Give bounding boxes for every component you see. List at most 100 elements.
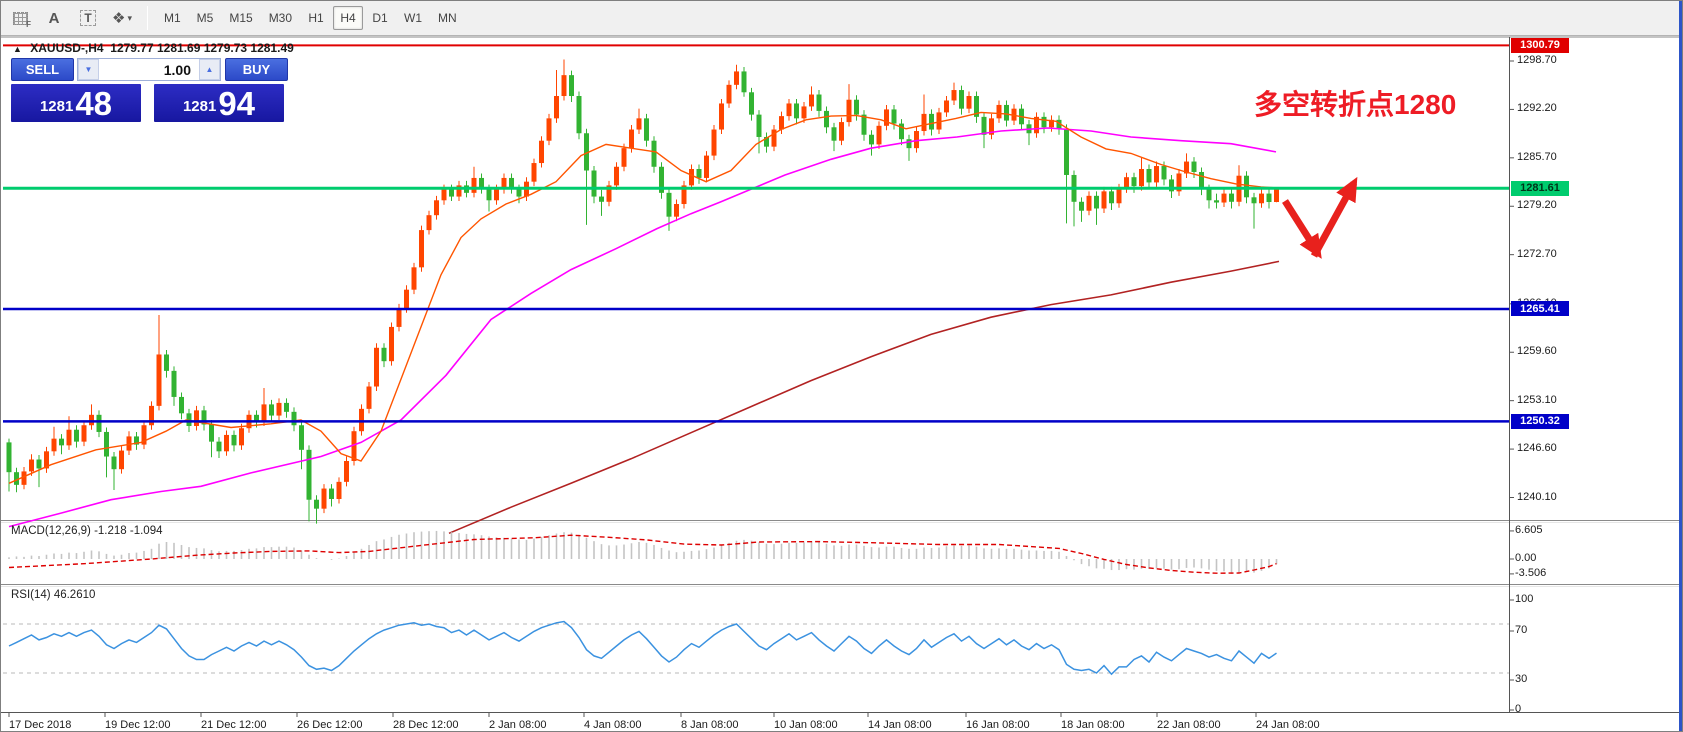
- candle-body: [666, 192, 672, 217]
- indicator-list-icon[interactable]: F: [5, 5, 35, 31]
- sell-button[interactable]: SELL: [11, 58, 74, 81]
- candle-body: [396, 308, 402, 327]
- candle-body: [501, 177, 507, 190]
- volume-decrease-button[interactable]: ▼: [78, 59, 99, 80]
- candle-body: [681, 185, 687, 205]
- candle-body: [21, 471, 27, 485]
- buy-price-main: 1281: [182, 98, 217, 115]
- candle-body: [996, 104, 1002, 119]
- candle-body: [344, 461, 349, 482]
- candle-body: [854, 99, 859, 115]
- timeframe-button-w1[interactable]: W1: [404, 11, 423, 25]
- timeframe-button-m15[interactable]: M15: [229, 11, 253, 25]
- rsi-axis-label: 70: [1515, 624, 1528, 636]
- candle-body: [741, 71, 747, 93]
- rsi-label: RSI(14) 46.2610: [11, 589, 96, 601]
- candle-body: [951, 90, 957, 101]
- candle-body: [171, 370, 177, 397]
- candle-body: [884, 109, 889, 126]
- candle-body: [726, 84, 732, 104]
- candle-body: [696, 169, 702, 178]
- candle-body: [419, 230, 424, 268]
- candle-body: [599, 196, 604, 202]
- candle-body: [486, 189, 492, 201]
- macd-axis-label: -3.506: [1515, 566, 1547, 579]
- candle-body: [1049, 119, 1054, 128]
- timeframe-button-m30[interactable]: M30: [268, 11, 293, 25]
- time-axis-label: 24 Jan 08:00: [1256, 719, 1320, 731]
- timeframe-button-d1[interactable]: D1: [372, 11, 388, 25]
- candle-body: [179, 396, 184, 414]
- candle-body: [1094, 195, 1099, 209]
- candle-body: [891, 109, 897, 124]
- candle-body: [771, 129, 777, 147]
- candle-body: [659, 166, 664, 193]
- candle-body: [621, 148, 627, 167]
- sell-price-big: 48: [75, 85, 113, 122]
- candle-body: [1161, 166, 1167, 180]
- candle-body: [14, 472, 19, 485]
- time-axis-label: 18 Jan 08:00: [1061, 719, 1125, 731]
- timeframe-button-m1[interactable]: M1: [164, 11, 181, 25]
- volume-input[interactable]: 1.00: [99, 59, 199, 80]
- candle-body: [809, 94, 814, 107]
- volume-increase-button[interactable]: ▲: [199, 59, 220, 80]
- candle-body: [966, 96, 972, 109]
- text-tool-icon[interactable]: T: [73, 5, 103, 31]
- candle-body: [329, 488, 334, 499]
- candle-body: [1109, 191, 1114, 204]
- time-axis-label: 21 Dec 12:00: [201, 719, 267, 731]
- candle-body: [959, 90, 964, 109]
- time-axis-label: 8 Jan 08:00: [681, 719, 739, 731]
- timeframe-button-m5[interactable]: M5: [196, 11, 214, 25]
- price-axis-label: 1240.10: [1517, 490, 1557, 503]
- candle-body: [554, 96, 559, 119]
- candle-body: [389, 326, 394, 362]
- candle-body: [359, 408, 364, 432]
- candle-body: [921, 113, 927, 132]
- timeframe-group: M1 M5 M15 M30 H1 H4 D1 W1 MN: [156, 6, 465, 30]
- candle-body: [734, 71, 739, 85]
- candle-body: [1034, 116, 1039, 134]
- candle-body: [689, 169, 694, 186]
- buy-price-tile[interactable]: 1281 94: [154, 84, 284, 122]
- time-axis-label: 2 Jan 08:00: [489, 719, 547, 731]
- collapse-triangle-icon[interactable]: ▲: [13, 44, 22, 54]
- candle-body: [1259, 193, 1264, 204]
- candle-body: [1176, 173, 1182, 192]
- sell-price-tile[interactable]: 1281 48: [11, 84, 141, 122]
- candle-body: [1266, 193, 1272, 203]
- candle-body: [299, 425, 304, 450]
- candle-body: [1184, 161, 1189, 174]
- candle-body: [1154, 166, 1159, 183]
- timeframe-button-h1[interactable]: H1: [308, 11, 324, 25]
- arrow-tool-icon[interactable]: A: [48, 9, 60, 27]
- candle-body: [29, 459, 34, 472]
- candle-body: [164, 354, 169, 371]
- timeframe-button-h4[interactable]: H4: [333, 6, 364, 30]
- timeframe-button-mn[interactable]: MN: [438, 11, 457, 25]
- candle-body: [6, 442, 12, 473]
- candle-body: [516, 189, 522, 197]
- candle-body: [494, 189, 499, 201]
- price-badge-1300.79: 1300.79: [1511, 37, 1569, 53]
- candle-body: [936, 112, 942, 130]
- candle-body: [1146, 169, 1152, 183]
- candle-body: [209, 424, 214, 442]
- candle-body: [1169, 179, 1174, 192]
- candle-body: [561, 75, 567, 97]
- shapes-tool-icon[interactable]: ❖ ▾: [112, 10, 132, 27]
- candle-body: [449, 189, 454, 197]
- buy-price-big: 94: [218, 85, 256, 122]
- candle-body: [1251, 197, 1257, 204]
- rsi-line: [8, 620, 1277, 676]
- candle-body: [569, 75, 574, 97]
- buy-button[interactable]: BUY: [225, 58, 288, 81]
- candle-body: [1221, 193, 1227, 203]
- rsi-axis-label: 30: [1515, 673, 1528, 685]
- time-axis-label: 28 Dec 12:00: [393, 719, 459, 731]
- candle-body: [96, 414, 102, 432]
- candle-body: [261, 404, 267, 422]
